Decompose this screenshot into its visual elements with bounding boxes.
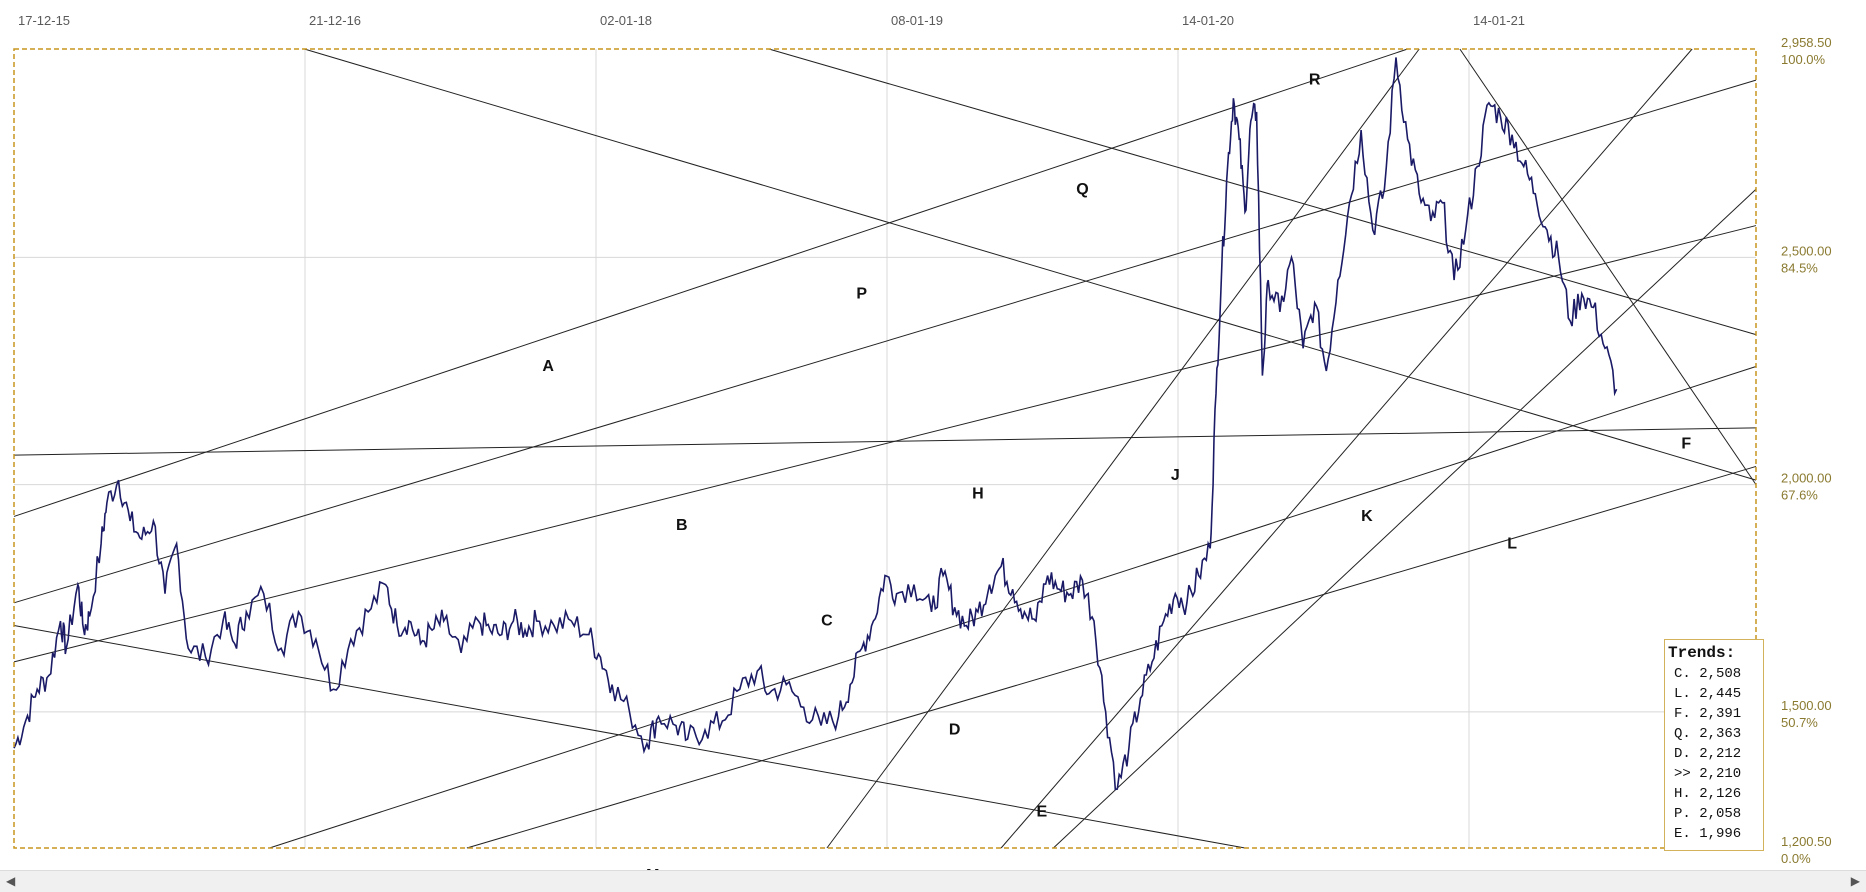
trends-title: Trends: xyxy=(1668,644,1736,662)
trendline-label-l: L xyxy=(1507,535,1517,552)
y-tick-pct-label: 50.7% xyxy=(1781,715,1818,730)
scroll-left-icon[interactable]: ◀ xyxy=(6,874,16,888)
trendline-h xyxy=(13,427,1757,456)
trends-row: H. 2,126 xyxy=(1674,786,1742,802)
trends-row: L. 2,445 xyxy=(1674,686,1742,702)
trendline-l xyxy=(1053,188,1757,849)
plot-border xyxy=(13,48,1757,849)
trendline-label-r: R xyxy=(1309,72,1321,89)
scroll-right-icon[interactable]: ▶ xyxy=(1850,874,1860,888)
trendline-m xyxy=(13,625,1246,849)
y-tick-label: 2,958.50 xyxy=(1781,35,1832,50)
trends-row: E. 1,996 xyxy=(1674,826,1742,842)
trendlines xyxy=(13,48,1757,849)
x-tick-label: 17-12-15 xyxy=(18,13,70,28)
trendline-c xyxy=(13,225,1757,663)
trendline-label-q: Q xyxy=(1076,181,1088,198)
trendline-p xyxy=(304,48,1757,481)
trendline-b xyxy=(13,79,1757,604)
trendline-j xyxy=(826,48,1420,849)
x-tick-label: 21-12-16 xyxy=(309,13,361,28)
trendline-k xyxy=(1000,48,1693,849)
trendline-label-p: P xyxy=(856,285,867,302)
x-tick-label: 08-01-19 xyxy=(891,13,943,28)
y-tick-pct-label: 100.0% xyxy=(1781,52,1826,67)
trendline-label-h: H xyxy=(972,485,984,502)
x-tick-label: 14-01-21 xyxy=(1473,13,1525,28)
trendline-label-f: F xyxy=(1681,435,1691,452)
trends-row: Q. 2,363 xyxy=(1674,726,1742,742)
trends-row: D. 2,212 xyxy=(1674,746,1742,762)
trendline-label-d: D xyxy=(949,722,961,739)
price-series xyxy=(13,57,1618,791)
y-tick-label: 1,200.50 xyxy=(1781,834,1832,849)
trendline-labels: A B C D E F H J K L M P Q R xyxy=(542,72,1691,870)
price-chart: 17-12-15 21-12-16 02-01-18 08-01-19 14-01-20… xyxy=(13,13,1832,870)
price-line xyxy=(13,57,1618,791)
trends-row: F. 2,391 xyxy=(1674,706,1742,722)
trends-row: P. 2,058 xyxy=(1674,806,1742,822)
trendline-q xyxy=(768,48,1757,336)
trendline-label-j: J xyxy=(1171,467,1180,484)
trendline-e xyxy=(466,465,1757,849)
x-axis-ticks: 17-12-15 21-12-16 02-01-18 08-01-19 14-01-20… xyxy=(18,13,1525,28)
trendline-label-a: A xyxy=(542,358,554,375)
trendline-f xyxy=(1459,48,1757,485)
y-tick-pct-label: 67.6% xyxy=(1781,488,1818,503)
trends-legend: Trends: C. 2,508 L. 2,445 F. 2,391 Q. 2,363… xyxy=(1664,639,1764,851)
trends-row: C. 2,508 xyxy=(1674,666,1742,682)
trendline-label-m: M xyxy=(646,867,659,870)
y-tick-label: 2,000.00 xyxy=(1781,471,1832,486)
y-tick-label: 1,500.00 xyxy=(1781,698,1832,713)
horizontal-scrollbar[interactable]: ◀ ▶ xyxy=(0,870,1866,892)
trendline-label-e: E xyxy=(1036,803,1047,820)
y-tick-pct-label: 0.0% xyxy=(1781,851,1811,866)
x-tick-label: 14-01-20 xyxy=(1182,13,1234,28)
x-tick-label: 02-01-18 xyxy=(600,13,652,28)
trendline-a xyxy=(13,48,1408,517)
grid-lines xyxy=(14,49,1756,848)
trendline-d xyxy=(269,365,1757,849)
trends-rows: C. 2,508 L. 2,445 F. 2,391 Q. 2,363 D. 2,212… xyxy=(1668,664,1760,844)
y-axis-ticks: 2,958.50 100.0% 2,500.00 84.5% 2,000.00 67.6%… xyxy=(1781,35,1832,866)
trends-row: >> 2,210 xyxy=(1674,766,1742,782)
y-tick-label: 2,500.00 xyxy=(1781,243,1832,258)
trendline-label-c: C xyxy=(821,613,833,630)
trendline-label-b: B xyxy=(676,517,688,534)
y-tick-pct-label: 84.5% xyxy=(1781,260,1818,275)
trendline-label-k: K xyxy=(1361,508,1373,525)
